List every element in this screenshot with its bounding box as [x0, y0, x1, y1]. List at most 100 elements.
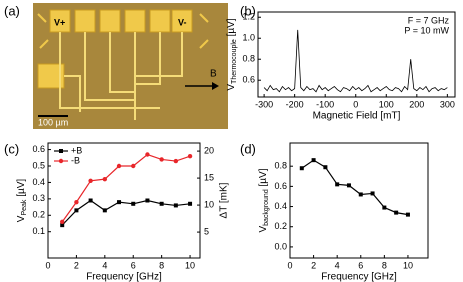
y-tick-label: 0.6 — [242, 75, 255, 85]
y-tick-label: 0.4 — [32, 177, 45, 187]
point — [188, 201, 193, 206]
point — [159, 157, 164, 162]
legend-label: -B — [71, 155, 80, 165]
point — [131, 201, 136, 206]
x-tick-label: 4 — [335, 260, 340, 270]
point — [102, 176, 108, 182]
x-axis-title: Frequency [GHz] — [86, 272, 162, 282]
pad-label: V- — [178, 17, 187, 27]
point — [102, 208, 107, 213]
point — [145, 152, 150, 157]
x-tick-label: -300 — [255, 99, 273, 109]
x-tick-label: 0 — [45, 260, 50, 270]
legend-label: +B — [71, 145, 82, 155]
y2-tick-label: 15 — [204, 172, 214, 182]
y-axis-title-unit: [µV] — [226, 18, 237, 39]
plot-frame — [47, 142, 201, 259]
y-tick-label: 1.0 — [242, 33, 255, 43]
y-axis-title: VPeak [µV] — [16, 179, 28, 223]
x-tick-label: 2 — [74, 260, 79, 270]
point — [346, 183, 351, 188]
y-tick-label: 0.2 — [274, 221, 287, 231]
legend-marker — [58, 158, 64, 164]
panel-label: (d) — [240, 141, 256, 156]
y-axis-title-unit: [µV] — [258, 168, 269, 189]
y-axis-title-sub: background — [263, 189, 270, 226]
y2-tick-label: 10 — [204, 199, 214, 209]
point — [88, 178, 93, 183]
x-tick-label: 0 — [287, 260, 292, 270]
x-tick-label: 0 — [353, 99, 358, 109]
arrow-head — [212, 82, 219, 90]
y-tick-label: 0.4 — [274, 201, 287, 211]
x-tick-label: 6 — [358, 260, 363, 270]
point — [311, 158, 316, 163]
point — [159, 201, 164, 206]
y-axis-title: Vbackground [µV] — [258, 168, 270, 232]
y-axis-title-unit: [µV] — [16, 179, 27, 200]
y2-tick-label: 5 — [204, 226, 209, 236]
point — [60, 223, 65, 228]
x-tick-label: 300 — [440, 99, 455, 109]
y2-axis-title: ΔT [mK] — [219, 182, 230, 218]
x-tick-label: 10 — [403, 260, 413, 270]
y-tick-label: 0.1 — [32, 226, 45, 236]
point — [88, 198, 93, 203]
annotation: P = 10 mW — [404, 25, 449, 35]
point — [145, 198, 150, 203]
plot-frame — [289, 142, 429, 259]
panel-label: (b) — [240, 3, 256, 18]
point — [131, 163, 136, 169]
y-tick-label: 0.8 — [242, 54, 255, 64]
x-tick-label: -200 — [286, 99, 304, 109]
x-tick-label: 100 — [379, 99, 394, 109]
y-axis-title-sub: Peak — [21, 199, 28, 215]
x-tick-label: 2 — [311, 260, 316, 270]
annotation: F = 7 GHz — [408, 15, 450, 25]
x-tick-label: -100 — [316, 99, 334, 109]
y-axis-title-main: V — [258, 226, 269, 233]
x-axis-title: Magnetic Field [mT] — [313, 111, 401, 122]
x-tick-label: 8 — [382, 260, 387, 270]
x-tick-label: 8 — [159, 260, 164, 270]
y-axis-title-sub: Thermocouple — [231, 39, 238, 84]
point — [116, 163, 122, 169]
y-tick-label: 0.2 — [32, 210, 45, 220]
contact-pads — [37, 9, 193, 89]
x-tick-label: 10 — [185, 260, 195, 270]
point — [335, 182, 340, 187]
pad-label: V+ — [54, 17, 65, 27]
y-axis-title-main: V — [226, 84, 237, 91]
legend-marker — [59, 149, 63, 153]
point — [299, 166, 304, 171]
arrow-label: B — [210, 69, 217, 80]
y-tick-label: 0.5 — [32, 160, 45, 170]
markers — [37, 13, 209, 49]
point — [74, 208, 79, 213]
point — [358, 192, 363, 197]
y-axis-title-main: V — [16, 215, 27, 222]
plot-frame — [257, 11, 456, 98]
point — [405, 212, 410, 217]
y-tick-label: 0.3 — [32, 193, 45, 203]
y-tick-label: 0.0 — [274, 241, 287, 251]
point — [323, 165, 328, 170]
point — [60, 219, 65, 225]
point — [173, 158, 179, 164]
wires — [59, 32, 183, 120]
point — [74, 199, 79, 205]
point — [117, 200, 122, 205]
point — [173, 203, 178, 208]
y-tick-label: 0.6 — [32, 144, 45, 154]
point — [370, 191, 375, 196]
series-line — [301, 159, 409, 216]
point — [187, 153, 193, 159]
series-line — [61, 199, 191, 226]
y-tick-label: 0.8 — [274, 161, 287, 171]
y-tick-label: 0.6 — [274, 181, 287, 191]
series-line — [263, 29, 448, 93]
scale-label: 100 µm — [38, 117, 68, 127]
point — [394, 210, 399, 215]
y-tick-label: 1.2 — [242, 12, 255, 22]
